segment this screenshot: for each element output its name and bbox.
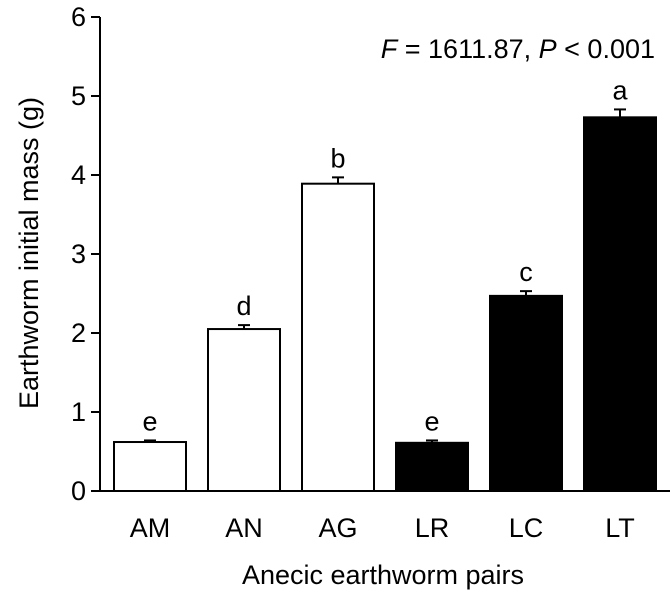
bar-ag bbox=[301, 182, 375, 492]
bars: e d b e c a bbox=[113, 75, 657, 493]
significance-letter: b bbox=[330, 143, 345, 173]
x-tick-label: AN bbox=[225, 513, 263, 543]
x-tick-label: LC bbox=[509, 513, 544, 543]
x-tick-label: LR bbox=[415, 513, 450, 543]
significance-letter: a bbox=[612, 75, 628, 105]
bar-am bbox=[113, 441, 187, 492]
significance-letter: d bbox=[236, 291, 251, 321]
y-tick-label: 4 bbox=[71, 160, 86, 190]
p-value: < 0.001 bbox=[557, 34, 655, 64]
f-symbol: F bbox=[381, 34, 399, 64]
bar-an bbox=[207, 328, 281, 492]
y-tick-label: 0 bbox=[71, 476, 86, 506]
stats-annotation: F = 1611.87, P < 0.001 bbox=[381, 34, 655, 64]
x-axis-label: Anecic earthworm pairs bbox=[242, 560, 524, 590]
x-tick-label: AG bbox=[318, 513, 357, 543]
significance-letter: e bbox=[424, 406, 439, 436]
bar-lr bbox=[395, 441, 469, 492]
x-tick-label: AM bbox=[130, 513, 171, 543]
f-value: = 1611.87, bbox=[397, 34, 538, 64]
bar-lt bbox=[583, 116, 657, 493]
significance-letter: c bbox=[519, 257, 533, 287]
y-tick-label: 5 bbox=[71, 81, 86, 111]
x-ticks: AM AN AG LR LC LT bbox=[130, 513, 635, 543]
y-ticks: 0 1 2 3 4 5 6 bbox=[71, 2, 100, 506]
x-tick-label: LT bbox=[605, 513, 635, 543]
y-tick-label: 3 bbox=[71, 239, 86, 269]
p-symbol: P bbox=[539, 34, 557, 64]
y-tick-label: 1 bbox=[71, 397, 86, 427]
y-axis-label: Earthworm initial mass (g) bbox=[14, 97, 44, 409]
y-tick-label: 6 bbox=[71, 2, 86, 32]
bar-lc bbox=[489, 294, 563, 492]
significance-letter: e bbox=[142, 406, 157, 436]
y-tick-label: 2 bbox=[71, 318, 86, 348]
